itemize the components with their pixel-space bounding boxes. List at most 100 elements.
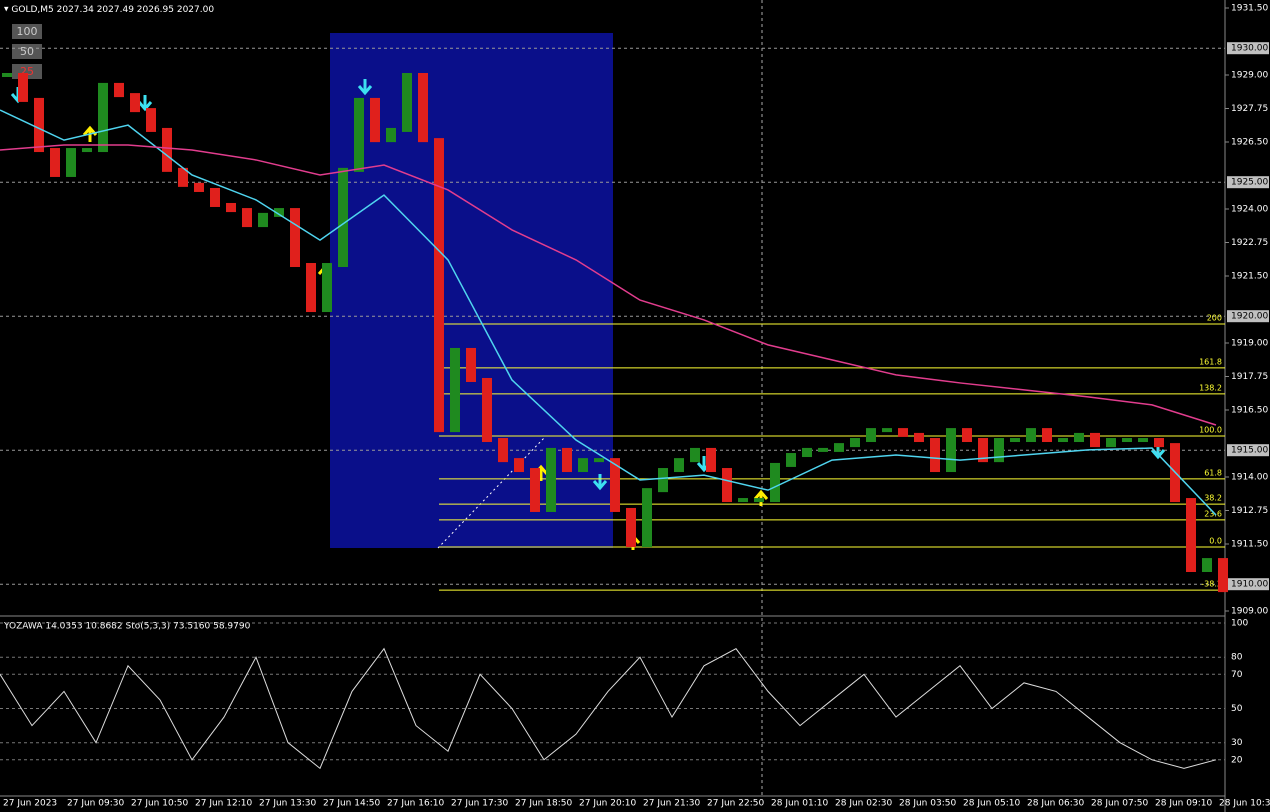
y-tick-label: 1931.50 bbox=[1231, 4, 1268, 14]
oscillator-title: YOZAWA 14.0353 10.8682 Sto(5,3,3) 73.516… bbox=[3, 622, 251, 632]
y-tick-label: 1914.00 bbox=[1231, 473, 1268, 483]
fib-label: 200 bbox=[1207, 313, 1222, 322]
moving-average bbox=[0, 144, 1217, 426]
price-bar bbox=[498, 438, 508, 463]
time-label: 27 Jun 13:30 bbox=[259, 799, 316, 809]
price-bar bbox=[562, 447, 572, 473]
signal-arrow bbox=[357, 79, 373, 96]
price-bar bbox=[674, 458, 684, 473]
fib-label: 0.0 bbox=[1209, 536, 1222, 545]
price-bar bbox=[626, 507, 636, 548]
time-label: 27 Jun 12:10 bbox=[195, 799, 252, 809]
zoom-button[interactable] bbox=[12, 24, 42, 39]
price-bar bbox=[706, 447, 716, 473]
price-label: 1910.00 bbox=[1231, 580, 1268, 590]
price-bar bbox=[1106, 438, 1116, 448]
symbol-name: GOLD,M5 bbox=[11, 5, 53, 15]
time-label: 28 Jun 05:10 bbox=[963, 799, 1020, 809]
price-bar bbox=[1090, 432, 1100, 448]
signal-arrow bbox=[137, 95, 153, 112]
price-bar bbox=[578, 458, 588, 473]
price-bar bbox=[994, 438, 1004, 463]
y-tick-label: 1911.50 bbox=[1231, 540, 1268, 550]
y-tick-label: 1919.00 bbox=[1231, 339, 1268, 349]
osc-tick-label: 80 bbox=[1231, 653, 1243, 663]
price-bar bbox=[1074, 432, 1084, 443]
price-bar bbox=[770, 462, 780, 503]
time-label: 27 Jun 2023 bbox=[3, 799, 57, 809]
time-label: 28 Jun 06:30 bbox=[1027, 799, 1084, 809]
fib-label: -38.2 bbox=[1201, 580, 1222, 589]
time-label: 28 Jun 03:50 bbox=[899, 799, 956, 809]
time-label: 28 Jun 10:30 bbox=[1219, 799, 1270, 809]
time-label: 27 Jun 09:30 bbox=[67, 799, 124, 809]
time-label: 27 Jun 21:30 bbox=[643, 799, 700, 809]
y-tick-label: 1917.75 bbox=[1231, 372, 1268, 382]
price-bar bbox=[946, 428, 956, 473]
price-bar bbox=[98, 82, 108, 153]
price-bar bbox=[434, 138, 444, 433]
y-tick-label: 1929.00 bbox=[1231, 71, 1268, 81]
price-bar bbox=[930, 438, 940, 473]
price-bar bbox=[962, 428, 972, 443]
price-bar bbox=[658, 468, 668, 493]
price-bar bbox=[210, 187, 220, 207]
price-bar bbox=[722, 468, 732, 503]
fib-trendline bbox=[437, 436, 546, 549]
osc-tick-label: 20 bbox=[1231, 755, 1243, 765]
price-bar bbox=[258, 212, 268, 228]
price-bar bbox=[1154, 438, 1164, 448]
y-tick-label: 1909.00 bbox=[1231, 607, 1268, 617]
price-bar bbox=[274, 208, 284, 217]
fib-label: 23.6 bbox=[1204, 509, 1222, 518]
price-label: 1930.00 bbox=[1231, 44, 1268, 54]
price-bar bbox=[786, 453, 796, 467]
price-bar bbox=[514, 458, 524, 473]
time-label: 27 Jun 14:50 bbox=[323, 799, 380, 809]
price-bar bbox=[642, 488, 652, 548]
time-label: 28 Jun 07:50 bbox=[1091, 799, 1148, 809]
price-bar bbox=[242, 208, 252, 228]
osc-tick-label: 70 bbox=[1231, 670, 1243, 680]
price-bar bbox=[1218, 558, 1228, 593]
price-bar bbox=[898, 428, 908, 437]
price-bar bbox=[194, 182, 204, 192]
price-bar bbox=[802, 447, 812, 458]
price-bar bbox=[738, 498, 748, 503]
quote: 2027.34 2027.49 2026.95 2027.00 bbox=[57, 5, 215, 15]
fib-label: 61.8 bbox=[1204, 468, 1222, 477]
zoom-button-label[interactable]: 100 bbox=[17, 25, 38, 38]
price-bar bbox=[530, 468, 540, 512]
time-label: 27 Jun 17:30 bbox=[451, 799, 508, 809]
price-bar bbox=[306, 263, 316, 313]
zoom-button-label[interactable]: 50 bbox=[20, 45, 34, 58]
osc-tick-label: 100 bbox=[1231, 619, 1248, 629]
price-bar bbox=[1010, 438, 1020, 443]
time-label: 27 Jun 22:50 bbox=[707, 799, 764, 809]
price-bar bbox=[66, 148, 76, 177]
stochastic bbox=[0, 647, 1217, 770]
symbol: ▾ GOLD,M5 2027.34 2027.49 2026.95 2027.0… bbox=[4, 5, 214, 15]
price-bar bbox=[594, 458, 604, 463]
price-bar bbox=[1122, 438, 1132, 443]
price-bar bbox=[1202, 558, 1212, 572]
y-tick-label: 1912.75 bbox=[1231, 506, 1268, 516]
time-label: 28 Jun 02:30 bbox=[835, 799, 892, 809]
y-tick-label: 1916.50 bbox=[1231, 406, 1268, 416]
price-bar bbox=[1058, 438, 1068, 443]
osc-tick-label: 30 bbox=[1231, 738, 1243, 748]
price-bar bbox=[610, 458, 620, 512]
price-bar bbox=[418, 73, 428, 143]
time-label: 28 Jun 09:10 bbox=[1155, 799, 1212, 809]
price-bar bbox=[1186, 498, 1196, 572]
fib-label: 38.2 bbox=[1204, 494, 1222, 503]
fib-label: 161.8 bbox=[1199, 357, 1222, 366]
y-tick-label: 1924.00 bbox=[1231, 205, 1268, 215]
price-bar bbox=[690, 447, 700, 463]
time-label: 27 Jun 10:50 bbox=[131, 799, 188, 809]
price-bar bbox=[34, 97, 44, 153]
price-bar bbox=[354, 97, 364, 172]
price-label-box bbox=[1227, 42, 1269, 55]
